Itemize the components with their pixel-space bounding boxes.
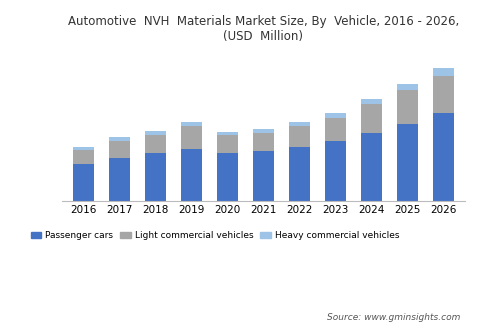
Bar <box>360 133 382 201</box>
Bar <box>432 77 454 113</box>
Bar <box>288 122 310 126</box>
Legend: Passenger cars, Light commercial vehicles, Heavy commercial vehicles: Passenger cars, Light commercial vehicle… <box>27 228 403 244</box>
Bar <box>396 90 418 124</box>
Bar <box>180 122 202 126</box>
Bar <box>180 126 202 149</box>
Bar <box>144 131 166 135</box>
Bar <box>396 84 418 90</box>
Bar <box>72 150 94 164</box>
Bar <box>144 153 166 201</box>
Bar <box>180 149 202 201</box>
Bar <box>108 137 130 141</box>
Bar <box>288 126 310 147</box>
Bar <box>324 113 346 118</box>
Bar <box>72 147 94 150</box>
Bar <box>144 135 166 153</box>
Title: Automotive  NVH  Materials Market Size, By  Vehicle, 2016 - 2026,
(USD  Million): Automotive NVH Materials Market Size, By… <box>68 15 459 43</box>
Bar <box>432 68 454 77</box>
Bar <box>360 104 382 133</box>
Bar <box>432 113 454 201</box>
Bar <box>252 133 274 151</box>
Bar <box>252 151 274 201</box>
Bar <box>216 153 238 201</box>
Bar <box>360 99 382 104</box>
Bar <box>216 135 238 153</box>
Bar <box>324 141 346 201</box>
Bar <box>108 141 130 158</box>
Bar <box>216 132 238 135</box>
Text: Source: www.gminsights.com: Source: www.gminsights.com <box>327 313 461 322</box>
Bar <box>324 118 346 141</box>
Bar <box>288 147 310 201</box>
Bar <box>72 164 94 201</box>
Bar <box>252 129 274 133</box>
Bar <box>396 124 418 201</box>
Bar <box>108 158 130 201</box>
